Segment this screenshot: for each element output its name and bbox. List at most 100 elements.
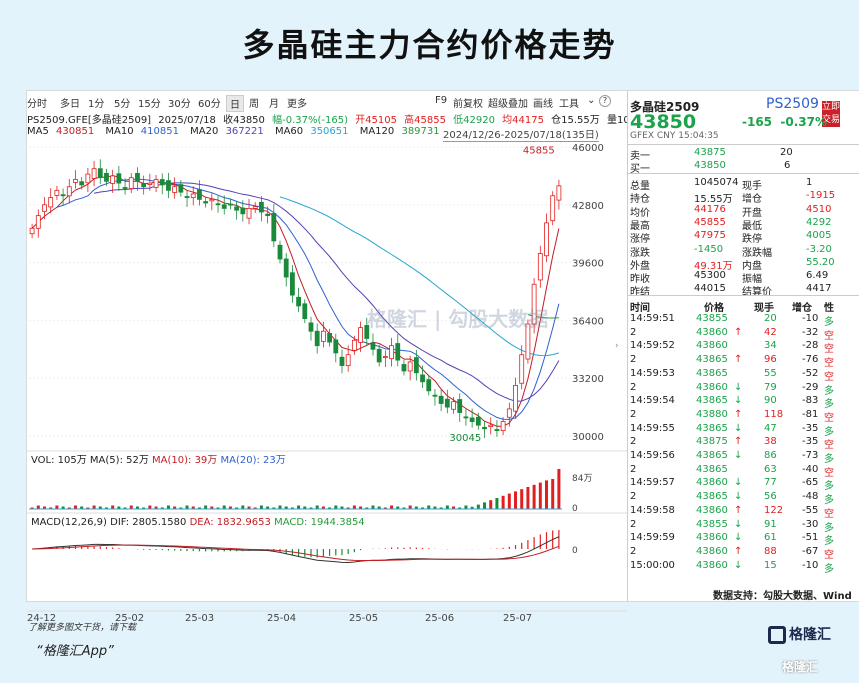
candle-body: [246, 208, 252, 219]
chevron-right-icon[interactable]: ›: [615, 341, 619, 351]
volume-bar: [334, 505, 338, 509]
candle-body: [172, 186, 178, 193]
volume-bar: [520, 489, 524, 509]
volume-header: VOL: 105万 MA(5): 52万 MA(10): 39万 MA(20):…: [31, 455, 286, 466]
f9-button[interactable]: F9: [435, 95, 448, 106]
volume-bar: [55, 505, 59, 509]
period-tab-5min[interactable]: 5分: [114, 99, 131, 110]
adjust-button[interactable]: 前复权: [453, 99, 483, 110]
candle-body: [234, 206, 240, 211]
candle-body: [308, 322, 314, 332]
volume-bar: [427, 505, 431, 509]
period-tab-week[interactable]: 周: [249, 99, 259, 110]
tools-button[interactable]: 工具: [559, 99, 579, 110]
volume-bar: [129, 505, 133, 509]
candle-body: [29, 227, 35, 235]
candlestick-chart[interactable]: 46000 42800 39600 36400 33200 30000 45855 30045…: [27, 141, 627, 631]
volume-axis-label: 84万: [572, 474, 592, 484]
period-tab-month[interactable]: 月: [269, 99, 279, 110]
volume-bar: [266, 506, 270, 509]
candle-body: [184, 196, 190, 198]
high-price-label: 45855: [523, 146, 555, 157]
candle-body: [203, 201, 209, 204]
volume-bar: [49, 507, 53, 509]
period-tab-fenshi[interactable]: 分时: [27, 99, 47, 110]
candle-body: [190, 193, 196, 198]
candle-body: [457, 399, 463, 413]
period-tab-60min[interactable]: 60分: [198, 99, 221, 110]
period-tab-multiday[interactable]: 多日: [60, 99, 80, 110]
period-tab-more[interactable]: 更多: [287, 99, 307, 110]
trade-row: 14:59:58 43860 ↑ 122 -55 空: [630, 504, 834, 520]
volume-bar: [92, 505, 96, 509]
candle-body: [228, 203, 233, 206]
candle-body: [54, 189, 60, 196]
candle-body: [376, 348, 382, 363]
period-tab-30min[interactable]: 30分: [168, 99, 191, 110]
date-label: 2025/07/18: [158, 115, 216, 126]
volume-bar: [179, 507, 183, 509]
dea-line: [32, 544, 560, 562]
candle-body: [513, 385, 518, 412]
trade-now-button[interactable]: 立即交易: [822, 101, 841, 127]
volume-bar: [86, 507, 90, 509]
candle-body: [345, 354, 351, 366]
x-axis-label: 25-06: [425, 613, 454, 624]
volume-bar: [470, 506, 474, 509]
candle-body: [525, 323, 531, 360]
volume-bar: [154, 506, 158, 509]
macd-header: MACD(12,26,9) DIF: 2805.1580 DEA: 1832.9…: [31, 517, 365, 528]
candle-body: [240, 207, 246, 215]
period-tab-day[interactable]: 日: [226, 95, 244, 112]
volume-bar: [507, 493, 511, 509]
volume-bar: [421, 507, 425, 509]
chevron-down-icon[interactable]: ⌄: [587, 95, 596, 106]
candle-body: [166, 180, 171, 191]
volume-bar: [160, 507, 164, 509]
volume-bar: [142, 507, 146, 509]
divider: [628, 173, 859, 174]
period-tab-1min[interactable]: 1分: [88, 99, 105, 110]
low-price-label: 30045: [449, 433, 481, 444]
candle-body: [91, 168, 97, 179]
trade-row: 14:59:59 43860 ↓ 61 -51 多: [630, 532, 834, 548]
candle-body: [147, 182, 153, 185]
logo-icon: [768, 626, 786, 644]
price-change: -165 -0.37%: [742, 115, 828, 129]
candle-body: [413, 357, 419, 374]
download-note: 了解更多图文干货，请下载: [28, 623, 137, 633]
candle-body: [302, 303, 308, 319]
draw-button[interactable]: 画线: [533, 99, 553, 110]
volume-bar: [526, 487, 530, 509]
vol-label: 量105万: [607, 115, 646, 126]
candle-body: [451, 401, 456, 410]
overlay-button[interactable]: 超级叠加: [488, 99, 528, 110]
stats-row: 持仓 15.55万 增仓 -1915: [630, 190, 836, 206]
volume-bar: [464, 505, 468, 509]
corner-logo: 格隆汇: [782, 660, 819, 674]
candle-body: [135, 172, 140, 182]
volume-bar: [501, 495, 505, 509]
volume-bar: [173, 506, 177, 509]
trade-row: 2 43860 ↓ 79 -29 多: [630, 381, 834, 397]
candle-body: [420, 374, 425, 383]
volume-bar: [73, 505, 77, 509]
help-icon[interactable]: ?: [599, 95, 611, 107]
candle-body: [407, 361, 413, 372]
candle-body: [358, 327, 363, 343]
buy1-row: 买一 43850 6: [630, 160, 791, 175]
trade-row: 2 43880 ↑ 118 -81 空: [630, 408, 834, 424]
candle-body: [209, 198, 215, 202]
volume-bar: [383, 507, 387, 509]
volume-bar: [30, 507, 34, 509]
volume-bar: [42, 506, 46, 509]
candle-body: [339, 356, 345, 366]
volume-bar: [439, 507, 443, 509]
period-tab-15min[interactable]: 15分: [138, 99, 161, 110]
stats-row: 昨收 45300 振幅 6.49: [630, 270, 829, 286]
candle-body: [494, 429, 500, 431]
price-axis-label: 42800: [572, 201, 604, 212]
trade-row: 2 43860 ↑ 42 -32 空: [630, 326, 834, 342]
candle-body: [128, 177, 134, 189]
volume-bar: [414, 506, 418, 509]
